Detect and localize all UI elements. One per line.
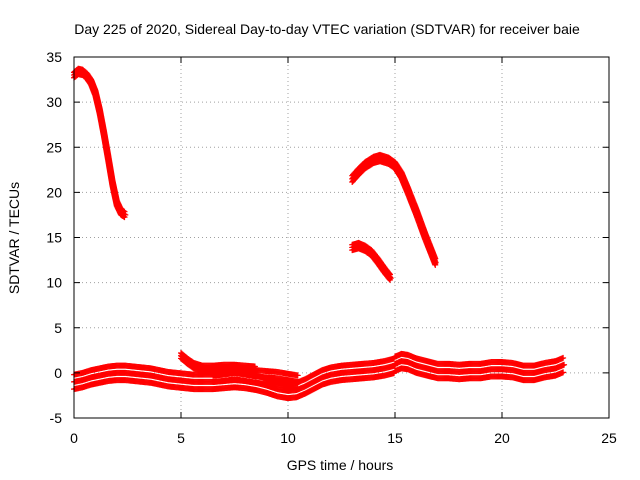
data-point (387, 271, 394, 278)
x-axis-label: GPS time / hours (287, 457, 394, 473)
series-arc-3-mid (349, 239, 394, 283)
y-tick-label: 25 (46, 139, 62, 155)
x-tick-label: 25 (601, 430, 617, 446)
y-tick-label: 10 (46, 275, 62, 291)
y-tick-label: 20 (46, 184, 62, 200)
y-tick-label: 15 (46, 230, 62, 246)
y-tick-label: 5 (54, 320, 62, 336)
data-point (560, 369, 567, 376)
y-tick-label: -5 (50, 410, 63, 426)
data-point (386, 270, 393, 277)
y-tick-label: 0 (54, 365, 62, 381)
data-point (432, 259, 439, 266)
data-point (387, 275, 394, 282)
x-tick-label: 20 (494, 430, 510, 446)
x-tick-label: 0 (70, 430, 78, 446)
data-point (295, 378, 302, 385)
y-tick-label: 30 (46, 94, 62, 110)
data-point (121, 208, 128, 215)
data-point (122, 211, 129, 218)
x-tick-label: 10 (280, 430, 296, 446)
data-point (294, 372, 301, 379)
chart-title: Day 225 of 2020, Sidereal Day-to-day VTE… (74, 21, 580, 37)
data-point (294, 385, 301, 392)
data-layer (71, 65, 568, 402)
series-band-2 (210, 363, 302, 392)
series-arc-1-high (71, 65, 129, 221)
x-tick-label: 5 (177, 430, 185, 446)
series-band-3 (392, 350, 568, 384)
y-axis-label: SDTVAR / TECUs (6, 182, 22, 294)
data-point (560, 354, 567, 361)
x-tick-label: 15 (387, 430, 403, 446)
y-tick-label: 35 (46, 49, 62, 65)
plot-frame (73, 56, 610, 419)
axes: 0 5 10 15 20 25 -5 0 5 10 15 20 25 30 35 (46, 49, 617, 446)
data-point (561, 361, 568, 368)
series-arc-2-high (349, 151, 439, 268)
